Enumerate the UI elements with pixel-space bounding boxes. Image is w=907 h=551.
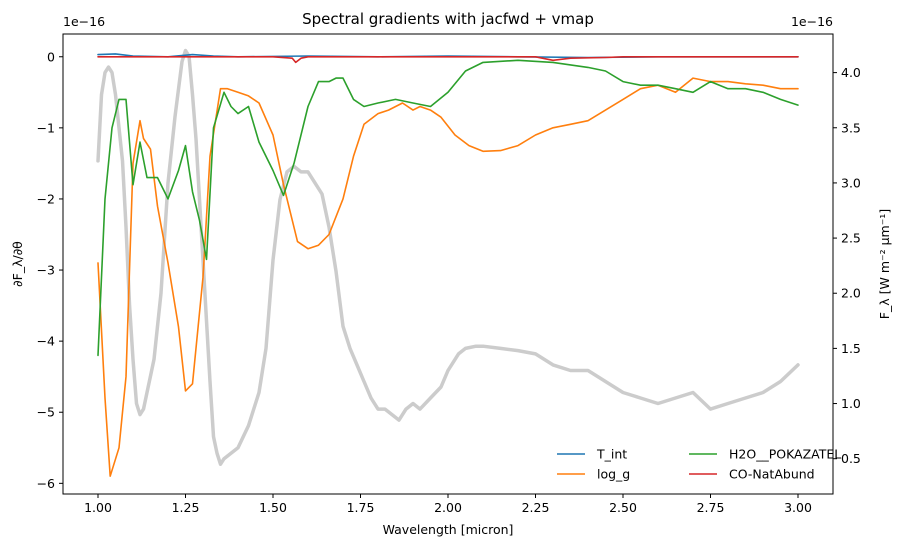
legend: T_int log_g H2O__POKAZATEL CO-NatAbund	[557, 447, 841, 482]
legend-label: H2O__POKAZATEL	[729, 447, 841, 462]
left-axis-offset: 1e−16	[63, 14, 105, 29]
x-tick-label: 3.00	[784, 500, 812, 515]
right-tick-label: 3.5	[841, 120, 861, 135]
x-axis-ticks: 1.00 1.25 1.50 1.75 2.00 2.25 2.50 2.75 3.00	[84, 494, 812, 515]
right-tick-label: 0.5	[841, 451, 861, 466]
series-line-log-g	[97, 77, 799, 478]
x-tick-label: 1.25	[172, 500, 200, 515]
left-tick-label: −4	[37, 334, 55, 349]
right-axis-ticks: 0.5 1.0 1.5 2.0 2.5 3.0 3.5 4.0	[833, 65, 861, 466]
series-line-h2o-pokazatel	[97, 59, 799, 357]
x-tick-label: 1.00	[84, 500, 112, 515]
left-tick-label: −6	[37, 476, 55, 491]
left-tick-label: −2	[37, 191, 55, 206]
left-tick-label: 0	[47, 49, 55, 64]
x-tick-label: 2.00	[434, 500, 462, 515]
legend-label: T_int	[596, 447, 627, 462]
x-tick-label: 2.50	[609, 500, 637, 515]
right-tick-label: 3.0	[841, 175, 861, 190]
legend-label: log_g	[597, 467, 630, 482]
chart-title: Spectral gradients with jacfwd + vmap	[302, 10, 594, 28]
right-tick-label: 1.0	[841, 396, 861, 411]
legend-label: CO-NatAbund	[729, 467, 815, 482]
plot-lines	[96, 48, 800, 478]
left-tick-label: −3	[37, 263, 55, 278]
right-tick-label: 2.5	[841, 231, 861, 246]
flux-line	[96, 48, 800, 466]
x-axis-label: Wavelength [micron]	[383, 522, 514, 537]
right-tick-label: 1.5	[841, 341, 861, 356]
right-tick-label: 2.0	[841, 286, 861, 301]
x-tick-label: 2.75	[697, 500, 725, 515]
left-axis-ticks: 0 −1 −2 −3 −4 −5 −6	[37, 49, 63, 491]
x-tick-label: 1.75	[347, 500, 375, 515]
x-tick-label: 1.50	[259, 500, 287, 515]
right-axis-offset: 1e−16	[791, 14, 833, 29]
right-tick-label: 4.0	[841, 65, 861, 80]
left-tick-label: −1	[37, 120, 55, 135]
left-axis-label: ∂F_λ/∂θ	[10, 241, 25, 287]
x-tick-label: 2.25	[522, 500, 550, 515]
right-axis-label: F_λ [W m⁻² μm⁻¹]	[877, 209, 892, 319]
left-tick-label: −5	[37, 405, 55, 420]
series-line-co-natabund	[97, 55, 799, 64]
